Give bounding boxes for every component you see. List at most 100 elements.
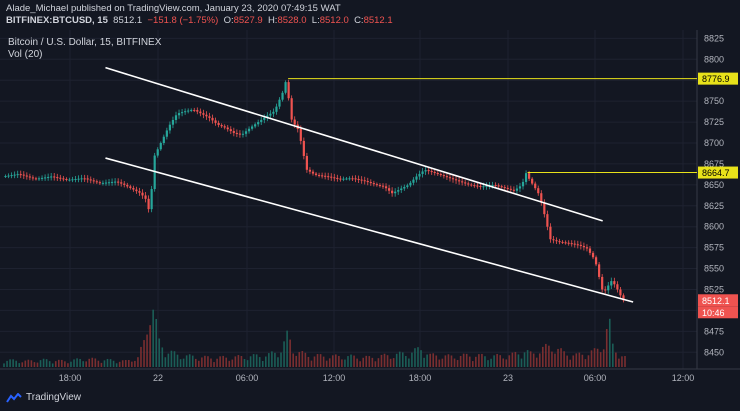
candle-body [238,133,242,135]
countdown-text: 10:46 [702,308,725,318]
candle-body [278,99,281,107]
volume-bar [602,349,605,367]
volume-bar [450,355,453,367]
candle-body [436,172,439,175]
candle-body [616,284,619,290]
candle-body [534,183,537,189]
volume-bar [149,325,151,367]
volume-bar [39,360,42,367]
volume-bar [548,345,550,367]
candle-body [98,182,101,184]
price-label-text: 8776.9 [702,74,730,84]
volume-bar [395,353,398,367]
volume-bar [124,360,127,367]
volume-bar [274,352,276,367]
candle-body [552,239,555,241]
candle-body [241,133,245,135]
candle-body [263,117,266,120]
candle-body [47,176,50,178]
candle-body [177,113,181,116]
candle-body [141,192,144,196]
volume-bar [465,353,468,367]
volume-bar [213,362,215,367]
volume-bar [252,354,255,367]
volume-bar [12,359,14,367]
volume-bar [493,355,495,367]
candle-body [28,176,31,178]
candle-body [403,186,406,189]
candle-body [74,178,77,180]
volume-bar [578,352,581,367]
volume-bar [310,360,313,367]
candle-body [576,244,579,246]
tradingview-footer[interactable]: TradingView [6,392,81,403]
candle-body [53,176,56,178]
volume-bar [261,360,264,367]
volume-bar [325,360,328,367]
volume-bar [338,355,340,367]
y-tick-label: 8825 [704,33,724,43]
candle-body [598,264,601,277]
candle-body [114,181,117,183]
volume-bar [557,348,559,367]
volume-bar [322,356,325,367]
candle-body [461,181,464,183]
volume-bar [204,355,206,367]
volume-bar [188,354,191,367]
volume-bar [575,353,578,367]
candle-body [120,182,123,184]
candle-body [372,183,375,185]
volume-bar [599,352,602,367]
volume-bar [441,358,444,367]
volume-bar [581,354,584,367]
x-tick-label: 18:00 [59,373,82,383]
candle-body [266,115,269,118]
volume-bar [45,359,48,367]
candle-body [4,176,7,178]
candle-body [247,128,251,132]
high-label: H: [267,15,278,26]
volume-bar [158,338,161,367]
volume-bar [353,355,355,367]
candle-body [205,114,208,117]
candle-body [467,183,470,185]
volume-bar [277,357,279,367]
y-tick-label: 8725 [704,117,724,127]
candle-body [311,171,315,174]
volume-bar [194,358,197,367]
y-tick-label: 8475 [704,326,724,336]
volume-bar [304,352,307,367]
volume-bar [301,350,304,367]
volume-bar [484,356,486,367]
volume-bar [79,358,81,367]
volume-bar [298,352,301,367]
volume-bar [392,358,395,367]
candle-body [147,198,150,210]
volume-bar [51,363,54,367]
candle-body [582,245,586,248]
candle-body [324,175,327,177]
candle-body [62,178,65,180]
candle-body [193,109,196,111]
volume-bar [173,351,176,367]
candle-body [476,185,479,187]
volume-bar [222,355,224,367]
candle-body [250,126,254,129]
candle-body [156,149,159,156]
high-value: 8528.0 [277,15,307,26]
candle-body [375,184,379,186]
candle-body [394,191,397,194]
candle-body [384,186,388,189]
volume-bar [517,354,520,367]
candle-body [162,136,165,143]
footer-brand: TradingView [26,392,82,403]
candle-body [226,127,229,130]
candle-body [369,182,372,184]
volume-bar [526,350,529,367]
candle-body [570,243,573,245]
candle-body [607,285,610,291]
candle-body [302,140,305,156]
candle-body [500,186,503,188]
volume-bar [341,359,343,367]
